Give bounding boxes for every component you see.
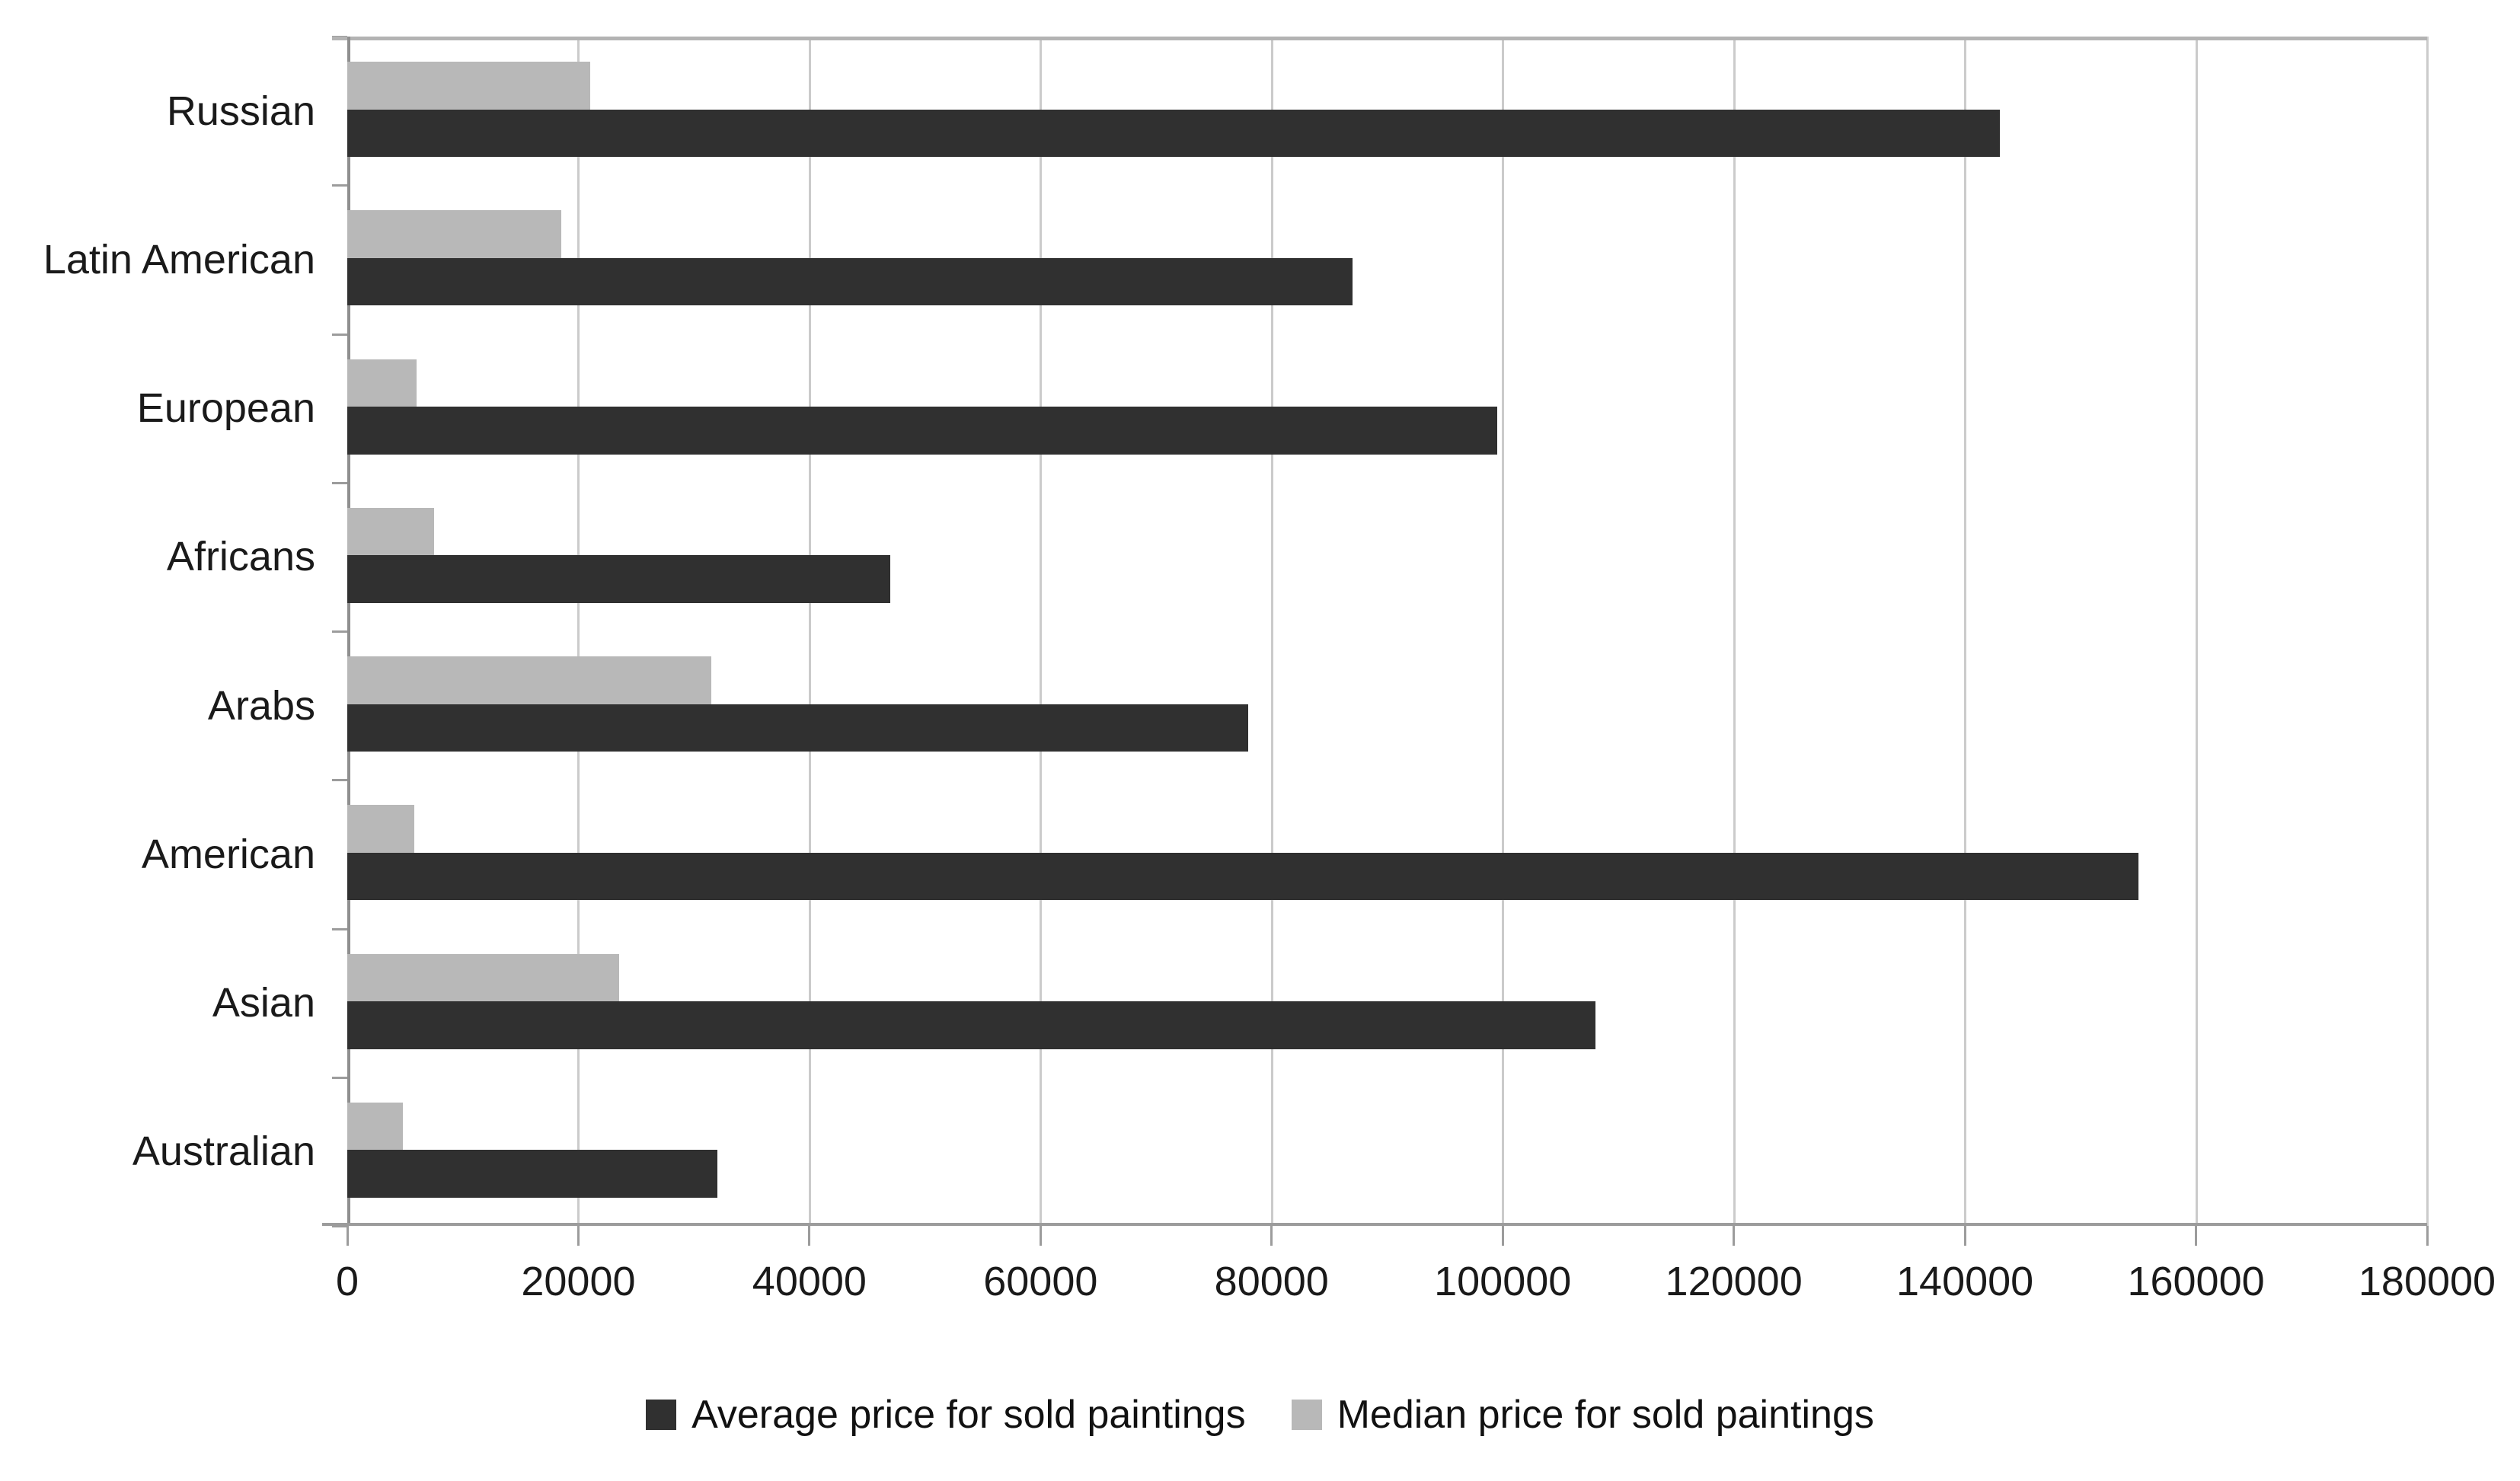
median-bar <box>347 953 619 1002</box>
category-label: Asian <box>212 980 315 1026</box>
median-bar <box>347 1102 403 1151</box>
median-bar <box>347 805 414 853</box>
y-axis-tick <box>332 630 347 633</box>
legend-label-median: Median price for sold paintings <box>1337 1393 1874 1437</box>
y-axis-tick <box>332 1076 347 1079</box>
bars-layer <box>347 37 2427 1226</box>
median-bar <box>347 359 417 407</box>
average-bar <box>347 1150 717 1198</box>
gridline <box>1270 37 1273 1226</box>
legend-swatch-median-icon <box>1291 1400 1322 1430</box>
gridline <box>1733 37 1736 1226</box>
x-tick-label: 160000 <box>2127 1259 2265 1304</box>
bar-row <box>347 631 2427 780</box>
y-axis-line <box>347 37 350 1226</box>
y-axis-tick <box>332 927 347 930</box>
legend-item-average: Average price for sold paintings <box>646 1392 1246 1438</box>
category-label: European <box>136 385 315 432</box>
category-label: Russian <box>166 88 315 134</box>
gridline <box>1502 37 1505 1226</box>
gridline <box>1964 37 1967 1226</box>
bar-row <box>347 780 2427 928</box>
average-bar <box>347 852 2138 901</box>
y-axis-tick <box>332 1225 347 1227</box>
x-tick-label: 60000 <box>983 1259 1098 1304</box>
legend-label-average: Average price for sold paintings <box>691 1393 1246 1437</box>
x-tick-label: 80000 <box>1214 1259 1329 1304</box>
bar-row <box>347 483 2427 631</box>
x-axis-tick <box>577 1226 580 1246</box>
plot-area <box>322 37 2429 1226</box>
y-axis-tick <box>332 184 347 187</box>
median-bar <box>347 210 561 258</box>
x-axis-tick <box>1963 1226 1966 1246</box>
y-axis-category-labels: Russian Latin American European Africans Ara… <box>0 37 332 1226</box>
x-tick-label: 100000 <box>1434 1259 1572 1304</box>
x-axis-tick <box>1039 1226 1042 1246</box>
median-bar <box>347 62 590 110</box>
x-tick-label: 20000 <box>521 1259 636 1304</box>
gridline <box>2195 37 2198 1226</box>
y-axis-tick <box>332 333 347 336</box>
x-axis-tick <box>346 1226 349 1246</box>
gridline <box>2426 37 2429 1226</box>
category-label: Arabs <box>207 682 315 729</box>
gridline <box>577 37 580 1226</box>
y-axis-tick <box>332 779 347 782</box>
bar-row <box>347 1077 2427 1226</box>
bar-row <box>347 334 2427 483</box>
legend: Average price for sold paintings Median … <box>0 1392 2520 1438</box>
plot-top-border <box>332 37 2427 40</box>
gridline <box>1040 37 1043 1226</box>
average-bar <box>347 407 1497 455</box>
x-axis-tick <box>2426 1226 2429 1246</box>
gridline <box>808 37 811 1226</box>
x-axis-tick <box>808 1226 811 1246</box>
x-tick-label: 0 <box>335 1259 359 1304</box>
x-axis-tick <box>2195 1226 2198 1246</box>
average-bar <box>347 257 1353 306</box>
category-label: Latin American <box>43 236 315 282</box>
average-bar <box>347 704 1249 752</box>
median-bar <box>347 507 434 556</box>
median-bar <box>347 656 711 704</box>
x-tick-label: 140000 <box>1896 1259 2034 1304</box>
x-axis-line <box>322 1223 2427 1226</box>
category-label: American <box>141 831 315 877</box>
average-bar <box>347 1001 1595 1049</box>
average-bar <box>347 109 2000 158</box>
category-label: Africans <box>166 534 315 580</box>
legend-swatch-average-icon <box>646 1400 677 1430</box>
x-axis-tick <box>1501 1226 1504 1246</box>
bar-row <box>347 185 2427 334</box>
x-axis-tick <box>1270 1226 1273 1246</box>
y-axis-tick <box>332 481 347 484</box>
bar-row <box>347 929 2427 1077</box>
category-label: Australian <box>132 1128 315 1175</box>
x-tick-label: 40000 <box>752 1259 867 1304</box>
bar-row <box>347 37 2427 185</box>
x-axis-tick <box>1733 1226 1736 1246</box>
average-bar <box>347 555 891 603</box>
legend-item-median: Median price for sold paintings <box>1291 1392 1874 1438</box>
x-tick-label: 180000 <box>2358 1259 2496 1304</box>
x-tick-label: 120000 <box>1665 1259 1803 1304</box>
